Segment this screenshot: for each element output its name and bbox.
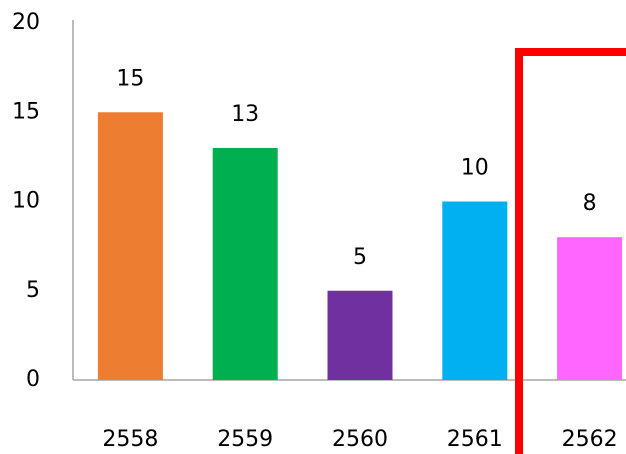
x-tick-label: 2559 [217, 427, 273, 452]
value-label: 5 [353, 245, 367, 270]
value-label: 13 [231, 102, 259, 127]
value-label: 15 [116, 66, 144, 91]
x-tick-label: 2560 [332, 427, 388, 452]
bar [212, 147, 278, 380]
y-tick-label: 5 [26, 278, 40, 303]
y-tick-label: 0 [26, 367, 40, 392]
x-tick-label: 2562 [562, 427, 618, 452]
value-label: 8 [583, 191, 597, 216]
value-label: 10 [461, 156, 489, 181]
x-tick-label: 2561 [447, 427, 503, 452]
bar [327, 290, 393, 380]
bar [97, 112, 163, 380]
bar [442, 201, 508, 380]
x-tick-label: 2558 [102, 427, 158, 452]
highlight-bracket [515, 48, 626, 454]
y-tick-label: 10 [12, 189, 40, 214]
bar [557, 237, 623, 380]
y-tick-label: 20 [12, 10, 40, 35]
y-tick-label: 15 [12, 99, 40, 124]
